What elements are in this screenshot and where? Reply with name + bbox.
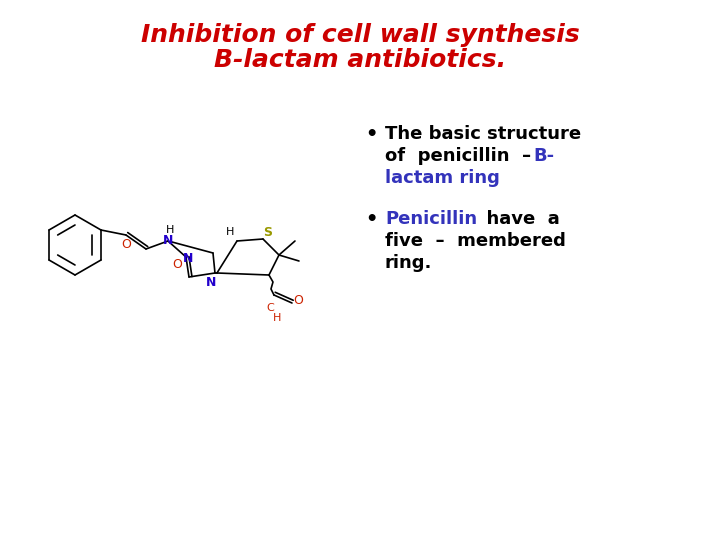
Text: The basic structure: The basic structure — [385, 125, 581, 143]
Text: H: H — [226, 227, 234, 237]
Text: H: H — [273, 313, 282, 323]
Text: of  penicillin  –: of penicillin – — [385, 147, 544, 165]
Text: have  a: have a — [474, 210, 559, 228]
Text: C: C — [266, 303, 274, 313]
Text: •: • — [365, 210, 377, 229]
Text: N: N — [163, 233, 174, 246]
Text: lactam ring: lactam ring — [385, 169, 500, 187]
Text: •: • — [365, 125, 377, 144]
Text: five  –  membered: five – membered — [385, 232, 566, 250]
Text: O: O — [293, 294, 303, 307]
Text: N: N — [206, 275, 216, 288]
Text: B-lactam antibiotics.: B-lactam antibiotics. — [214, 48, 506, 72]
Text: B-: B- — [533, 147, 554, 165]
Text: H: H — [166, 225, 174, 235]
Text: S: S — [264, 226, 272, 239]
Text: O: O — [121, 238, 131, 251]
Text: Inhibition of cell wall synthesis: Inhibition of cell wall synthesis — [140, 23, 580, 47]
Text: N: N — [183, 253, 193, 266]
Text: O: O — [172, 259, 182, 272]
Text: ring.: ring. — [385, 254, 433, 272]
Text: Penicillin: Penicillin — [385, 210, 477, 228]
